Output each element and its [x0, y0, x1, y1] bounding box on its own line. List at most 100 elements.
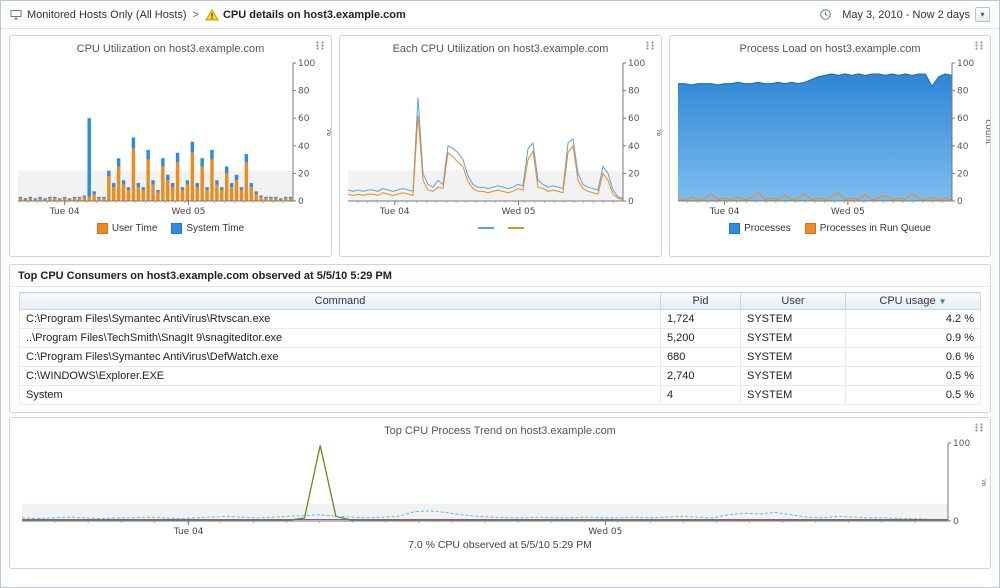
pid-cell: 680	[660, 347, 741, 367]
cpu-line-swatch-blue	[477, 227, 494, 229]
breadcrumb-separator: >	[192, 8, 199, 21]
top-cpu-consumers-panel: Top CPU Consumers on host3.example.com o…	[9, 264, 991, 413]
column-header-command[interactable]: Command	[19, 292, 661, 310]
cpu-utilization-panel: CPU Utilization on host3.example.com 0 20…	[9, 35, 334, 257]
cpu-usage-cell: 4.2 %	[845, 309, 981, 329]
svg-text:%: %	[654, 128, 661, 137]
cpu-utilization-legend: User Time System Time	[10, 216, 331, 240]
svg-text:0: 0	[628, 197, 634, 207]
breadcrumb-link[interactable]: Monitored Hosts Only (All Hosts)	[27, 8, 187, 21]
column-label: User	[781, 295, 805, 307]
chart-options-icon[interactable]	[645, 41, 655, 50]
legend-item-run-queue: Processes in Run Queue	[804, 222, 931, 234]
process-trend-title: Top CPU Process Trend on host3.example.c…	[384, 425, 616, 437]
svg-text:20: 20	[628, 169, 640, 179]
svg-text:Wed 05: Wed 05	[588, 527, 622, 536]
svg-text:60: 60	[298, 114, 310, 124]
svg-text:100: 100	[628, 59, 645, 69]
time-range-label[interactable]: May 3, 2010 - Now 2 days	[842, 8, 970, 21]
breadcrumb-bar: Monitored Hosts Only (All Hosts) > ! CPU…	[1, 1, 999, 29]
svg-text:20: 20	[298, 169, 310, 179]
process-load-panel: Process Load on host3.example.com 0 20 40 6…	[669, 35, 993, 257]
user-cell: SYSTEM	[740, 385, 846, 405]
table-row[interactable]: System 4 SYSTEM 0.5 %	[19, 385, 981, 405]
svg-text:100: 100	[953, 439, 970, 449]
time-range-dropdown-button[interactable]: ▾	[975, 7, 990, 22]
sort-desc-icon: ▼	[938, 297, 947, 306]
user-cell: SYSTEM	[740, 309, 846, 329]
column-header-pid[interactable]: Pid	[660, 292, 741, 310]
table-row[interactable]: ..\Program Files\TechSmith\SnagIt 9\snag…	[19, 328, 981, 348]
table-header-row: Command Pid User CPU usage ▼	[19, 292, 981, 310]
svg-text:80: 80	[628, 87, 640, 97]
table-wrap: Command Pid User CPU usage ▼ C:\Program F…	[10, 287, 990, 412]
svg-text:0: 0	[953, 517, 959, 527]
top-cpu-consumers-table: Command Pid User CPU usage ▼ C:\Program F…	[19, 292, 981, 405]
clock-icon	[819, 8, 832, 21]
legend-item-processes: Processes	[729, 222, 791, 234]
cpu-usage-cell: 0.5 %	[845, 385, 981, 405]
chart-options-icon[interactable]	[315, 41, 325, 50]
cpu-usage-cell: 0.9 %	[845, 328, 981, 348]
page-title: CPU details on host3.example.com	[222, 8, 406, 21]
each-cpu-utilization-chart[interactable]: 0 20 40 60 80 100% Tue 04 Wed 05	[340, 58, 664, 217]
cpu-utilization-chart[interactable]: 0 20 40 60 80 100% Tue 04 Wed 05	[10, 58, 334, 217]
svg-text:0: 0	[957, 197, 963, 207]
process-trend-chart[interactable]: 0 100% Tue 04 Wed 05	[14, 438, 989, 537]
svg-text:Tue 04: Tue 04	[379, 207, 410, 216]
time-range-control: May 3, 2010 - Now 2 days ▾	[819, 7, 990, 22]
run-queue-swatch	[804, 222, 816, 234]
table-row[interactable]: C:\Program Files\Symantec AntiVirus\Rtvs…	[19, 309, 981, 329]
user-cell: SYSTEM	[740, 366, 846, 386]
column-header-cpu-usage[interactable]: CPU usage ▼	[845, 292, 981, 310]
svg-text:20: 20	[957, 169, 969, 179]
table-row[interactable]: C:\Program Files\Symantec AntiVirus\DefW…	[19, 347, 981, 367]
column-label: Pid	[692, 295, 709, 307]
svg-text:Tue 04: Tue 04	[709, 207, 740, 216]
warning-icon: !	[205, 8, 219, 21]
table-title: Top CPU Consumers on host3.example.com o…	[10, 265, 990, 287]
command-cell: C:\Program Files\Symantec AntiVirus\Rtvs…	[19, 309, 661, 329]
process-load-chart[interactable]: 0 20 40 60 80 100 count Tue 04 Wed 05	[670, 58, 993, 217]
svg-text:40: 40	[298, 142, 310, 152]
svg-text:0: 0	[298, 197, 304, 207]
svg-text:Tue 04: Tue 04	[49, 207, 80, 216]
svg-text:40: 40	[957, 142, 969, 152]
process-load-title: Process Load on host3.example.com	[739, 43, 921, 55]
legend-label: User Time	[111, 222, 158, 234]
processes-swatch	[729, 222, 741, 234]
column-label: Command	[314, 295, 366, 307]
user-cell: SYSTEM	[740, 347, 846, 367]
column-header-user[interactable]: User	[740, 292, 846, 310]
chart-options-icon[interactable]	[974, 423, 984, 432]
each-cpu-legend	[340, 216, 661, 240]
charts-row: CPU Utilization on host3.example.com 0 20…	[1, 29, 999, 261]
svg-text:60: 60	[628, 114, 640, 124]
monitored-hosts-icon	[10, 9, 22, 20]
svg-text:%: %	[324, 128, 331, 137]
svg-text:60: 60	[957, 114, 969, 124]
svg-text:Wed 05: Wed 05	[502, 207, 536, 216]
top-cpu-process-trend-panel: Top CPU Process Trend on host3.example.c…	[9, 417, 991, 569]
legend-label: Processes in Run Queue	[819, 222, 931, 234]
svg-text:Tue 04: Tue 04	[173, 527, 204, 536]
svg-text:%: %	[979, 478, 986, 487]
table-row[interactable]: C:\WINDOWS\Explorer.EXE 2,740 SYSTEM 0.5…	[19, 366, 981, 386]
user-cell: SYSTEM	[740, 328, 846, 348]
legend-label: System Time	[186, 222, 245, 234]
command-cell: C:\Program Files\Symantec AntiVirus\DefW…	[19, 347, 661, 367]
svg-text:40: 40	[628, 142, 640, 152]
each-cpu-utilization-panel: Each CPU Utilization on host3.example.co…	[339, 35, 664, 257]
legend-item-system-time: System Time	[171, 222, 245, 234]
pid-cell: 5,200	[660, 328, 741, 348]
column-label: CPU usage	[879, 295, 936, 307]
chart-options-icon[interactable]	[974, 41, 984, 50]
pid-cell: 1,724	[660, 309, 741, 329]
process-load-legend: Processes Processes in Run Queue	[670, 216, 990, 240]
command-cell: System	[19, 385, 661, 405]
svg-text:100: 100	[298, 59, 315, 69]
svg-text:100: 100	[957, 59, 974, 69]
legend-item-user-time: User Time	[96, 222, 158, 234]
svg-text:count: count	[983, 119, 990, 145]
